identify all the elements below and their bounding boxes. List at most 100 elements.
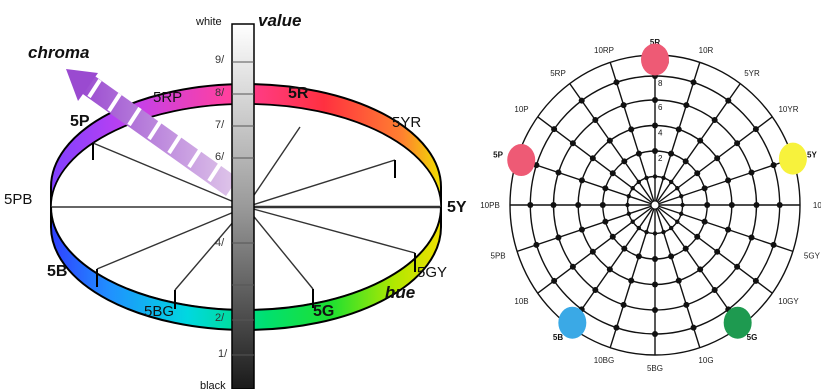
wheel-hue-label-10p: 10P [514,105,528,114]
hue-label-5rp: 5RP [153,89,182,106]
hue-label-5g: 5G [313,303,334,320]
wheel-spoke [537,116,656,206]
wheel-dot [725,226,732,233]
wheel-hue-label-5y: 5Y [807,151,817,160]
wheel-dot [533,162,540,169]
wheel-dot [569,140,576,147]
hue-label-5gy: 5GY [417,264,447,281]
wheel-dot [602,218,609,225]
wheel-dot [701,185,708,192]
wheel-dot [578,177,585,184]
wheel-dot [551,126,558,133]
wheel-dot [602,185,609,192]
wheel-spoke [569,204,656,327]
hue-label-5b: 5B [47,263,67,280]
wheel-dot [694,233,701,240]
wheel-dot [714,155,721,162]
wheel-dot [668,225,674,231]
wheel-hue-label-10y: 10Y [813,201,821,210]
wheel-dot [621,245,628,252]
chroma-tick-label: 6 [658,103,663,112]
wheel-spoke [654,204,794,253]
wheel-dot [668,179,674,185]
wheel-dot [613,324,620,331]
black-label: black [200,380,226,389]
wheel-dot [652,148,658,154]
chroma-tick-label: 8 [658,79,663,88]
wheel-dot [652,174,658,179]
wheel-hue-label-10bg: 10BG [594,356,614,365]
wheel-hue-label-10g: 10G [698,356,713,365]
wheel-dot [652,231,658,236]
wheel-dot [776,202,783,208]
wheel-dot [599,202,606,208]
wheel-dot [575,202,582,208]
wheel-dot [704,202,711,208]
wheel-dot [711,286,718,293]
wheel-dot [644,175,649,181]
wheel-hue-label-10r: 10R [699,46,714,55]
wheel-dot [635,150,642,157]
hue-label-5p: 5P [70,113,90,130]
wheel-dot [609,170,616,177]
wheel-dot [683,301,690,308]
wheel-hue-label-10yr: 10YR [778,105,798,114]
wheel-spoke [654,116,773,206]
wheel-hue-label-5bg: 5BG [647,364,663,373]
wheel-hue-label-5p: 5P [493,151,503,160]
wheel-spoke [609,204,656,348]
wheel-dot [725,177,732,184]
wheel-dot [555,169,562,176]
wheel-dot [609,233,616,240]
wheel-center [650,200,660,210]
wheel-dot [734,140,741,147]
wheel-dot [578,226,585,233]
value-tick-1: 1/ [218,348,228,360]
value-axis-label: value [258,11,301,30]
munsell-solid: white value 9/ 8/ 7/ 6/ 4/ 2/ 1/ black c… [4,11,467,389]
wheel-hue-label-5yr: 5YR [744,69,760,78]
wheel-dot [697,137,704,144]
wheel-dot [551,277,558,284]
swatch-5b [558,306,587,339]
wheel-dot [555,234,562,241]
hue-ring-front [50,206,442,331]
wheel-dot [661,229,666,235]
chroma-arrow [66,69,238,196]
swatch-5p [507,144,536,177]
chroma-axis-label: chroma [28,43,89,62]
wheel-hue-label-5pb: 5PB [491,251,506,260]
wheel-dot [620,102,627,109]
wheel-dot [550,202,557,208]
wheel-spoke [537,204,656,294]
wheel-spoke [654,157,794,206]
wheel-spoke [609,62,656,206]
wheel-dot [661,175,666,181]
hue-label-5yr: 5YR [392,114,421,131]
wheel-dot [578,97,585,104]
wheel-spoke [654,204,741,327]
wheel-dot [711,117,718,124]
chroma-tick-label: 2 [658,154,663,163]
wheel-dot [635,253,642,260]
wheel-dot [752,277,759,284]
wheel-dot [680,202,685,208]
wheel-spoke [654,204,773,294]
wheel-dot [606,266,613,273]
swatch-5y [778,142,807,175]
wheel-dot [748,234,755,241]
ring-ticks [92,143,416,309]
wheel-spoke [654,83,741,206]
wheel-dot [652,256,658,262]
wheel-dot [675,186,680,191]
wheel-dot [626,193,631,199]
wheel-hue-label-5b: 5B [553,333,563,342]
wheel-dot [628,277,635,284]
wheel-dot [668,253,675,260]
wheel-spoke [516,204,656,253]
wheel-dot [697,266,704,273]
wheel-dot [679,193,684,199]
wheel-dot [652,307,658,313]
wheel-hue-label-5gy: 5GY [804,251,821,260]
